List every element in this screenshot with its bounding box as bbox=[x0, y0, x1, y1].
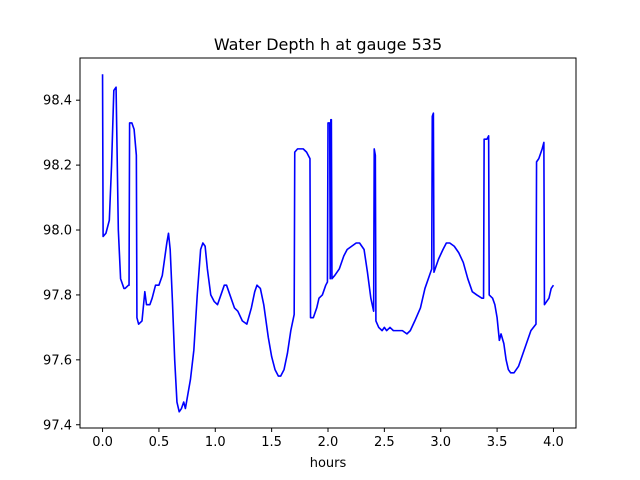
x-tick-label: 0.5 bbox=[149, 435, 170, 450]
x-tick-label: 2.0 bbox=[318, 435, 339, 450]
chart-title: Water Depth h at gauge 535 bbox=[214, 35, 442, 54]
x-tick-label: 4.0 bbox=[543, 435, 564, 450]
plot-frame bbox=[79, 57, 577, 429]
x-axis-ticks: 0.0 0.5 1.0 1.5 2.0 2.5 3.0 3.5 4.0 bbox=[92, 428, 564, 450]
x-tick-label: 2.5 bbox=[374, 435, 395, 450]
x-tick-label: 1.0 bbox=[205, 435, 226, 450]
plot-area bbox=[101, 74, 555, 413]
y-tick-label: 97.8 bbox=[43, 288, 72, 303]
y-tick-label: 98.0 bbox=[43, 224, 72, 239]
y-tick-label: 97.4 bbox=[43, 418, 72, 433]
x-tick-label: 3.5 bbox=[487, 435, 508, 450]
x-tick-label: 0.0 bbox=[92, 435, 113, 450]
y-tick-label: 98.2 bbox=[43, 159, 72, 174]
y-tick-label: 97.6 bbox=[43, 353, 72, 368]
x-tick-label: 1.5 bbox=[261, 435, 282, 450]
x-tick-label: 3.0 bbox=[430, 435, 451, 450]
y-tick-label: 98.4 bbox=[43, 94, 72, 109]
series-line-0 bbox=[101, 74, 555, 413]
x-axis-label: hours bbox=[310, 456, 347, 471]
y-axis-ticks: 97.4 97.6 97.8 98.0 98.2 98.4 bbox=[43, 94, 80, 433]
